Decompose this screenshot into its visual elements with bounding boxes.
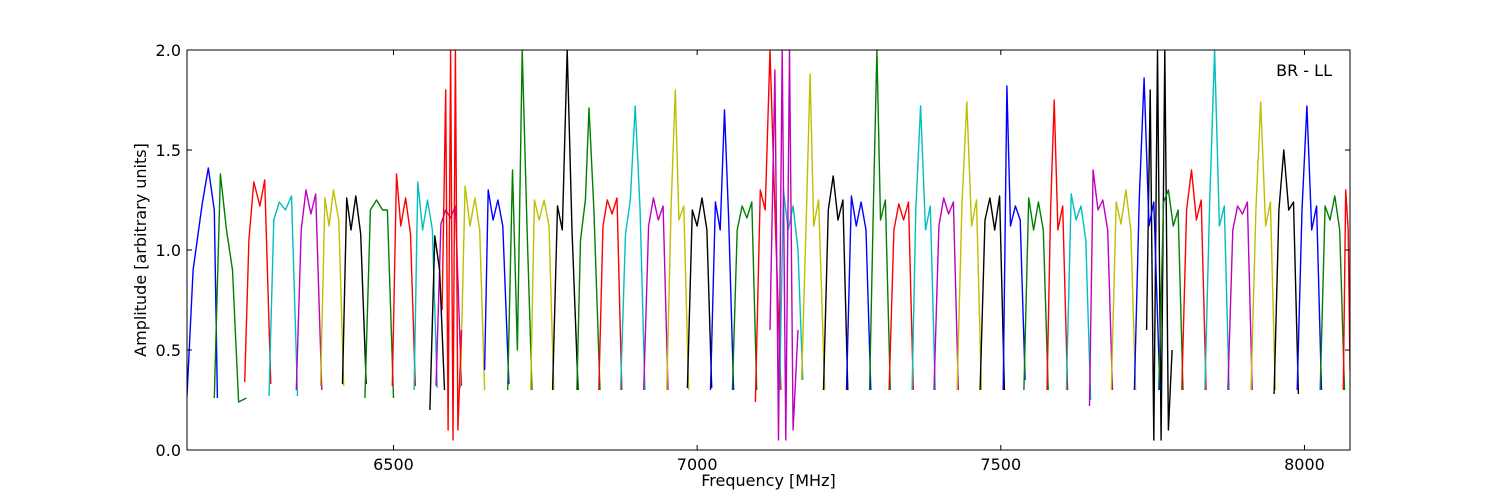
series-line-44 xyxy=(1145,50,1173,441)
series-line-48 xyxy=(1204,50,1230,391)
series-line-1 xyxy=(213,173,247,403)
series-line-32 xyxy=(868,50,891,391)
baseline-annotation: BR - LL xyxy=(1276,61,1332,80)
series-line-41 xyxy=(1065,193,1092,401)
series-line-19 xyxy=(598,197,623,391)
series-line-16 xyxy=(530,199,555,391)
series-line-12 xyxy=(441,50,463,441)
series-line-53 xyxy=(1319,195,1346,391)
y-tick-label: 0.0 xyxy=(156,441,181,460)
series-line-49 xyxy=(1227,201,1253,391)
series-line-45 xyxy=(1133,77,1161,391)
ticks-layer: 6500 7000 7500 8000 0.0 0.5 1.0 1.5 2.0 xyxy=(156,41,1350,474)
x-tick-label: 7000 xyxy=(677,455,718,474)
series-line-11 xyxy=(459,185,486,391)
series-line-24 xyxy=(709,109,735,391)
y-tick-label: 2.0 xyxy=(156,41,181,60)
series-line-38 xyxy=(1002,85,1026,391)
series-line-40 xyxy=(1046,99,1069,391)
series-line-23 xyxy=(686,197,713,389)
series-line-51 xyxy=(1273,149,1300,395)
x-tick-label: 6500 xyxy=(373,455,414,474)
series-line-36 xyxy=(956,101,983,391)
series-line-3 xyxy=(268,195,299,397)
x-tick-label: 7500 xyxy=(980,455,1021,474)
y-tick-label: 1.0 xyxy=(156,241,181,260)
series-line-20 xyxy=(619,105,646,391)
series-line-18 xyxy=(576,107,601,391)
series-line-37 xyxy=(979,195,1006,391)
series-line-47 xyxy=(1181,169,1207,391)
series-line-42 xyxy=(1088,169,1114,407)
series-line-46 xyxy=(1158,189,1184,391)
y-tick-label: 1.5 xyxy=(156,141,181,160)
series-line-50 xyxy=(1250,101,1276,391)
series-line-54 xyxy=(1342,189,1350,391)
series-line-22 xyxy=(666,89,690,391)
series-line-13 xyxy=(429,235,446,411)
x-tick-label: 8000 xyxy=(1284,455,1325,474)
series-line-33 xyxy=(888,201,914,391)
series-line-34 xyxy=(911,105,936,391)
series-line-14 xyxy=(483,189,510,385)
y-tick-label: 0.5 xyxy=(156,341,181,360)
series-line-4 xyxy=(295,189,323,391)
series-line-43 xyxy=(1110,189,1137,391)
series-line-52 xyxy=(1296,105,1323,391)
series-line-17 xyxy=(551,50,579,391)
series-line-8 xyxy=(391,173,416,387)
series-line-39 xyxy=(1023,197,1049,391)
series-line-28 xyxy=(769,50,799,441)
series-layer xyxy=(187,50,1350,441)
y-axis-label: Amplitude [arbitrary units] xyxy=(131,143,150,357)
series-line-29 xyxy=(800,73,826,391)
series-line-25 xyxy=(731,201,758,391)
series-line-9 xyxy=(413,181,438,391)
series-line-7 xyxy=(364,199,395,399)
series-line-5 xyxy=(319,189,345,387)
series-line-30 xyxy=(822,175,849,391)
x-axis-label: Frequency [MHz] xyxy=(701,471,835,490)
series-line-6 xyxy=(341,195,367,385)
series-line-21 xyxy=(643,197,669,391)
series-line-0 xyxy=(187,167,219,399)
series-line-35 xyxy=(933,197,959,391)
series-line-15 xyxy=(507,50,533,391)
series-line-31 xyxy=(845,195,872,391)
series-line-2 xyxy=(244,179,272,385)
